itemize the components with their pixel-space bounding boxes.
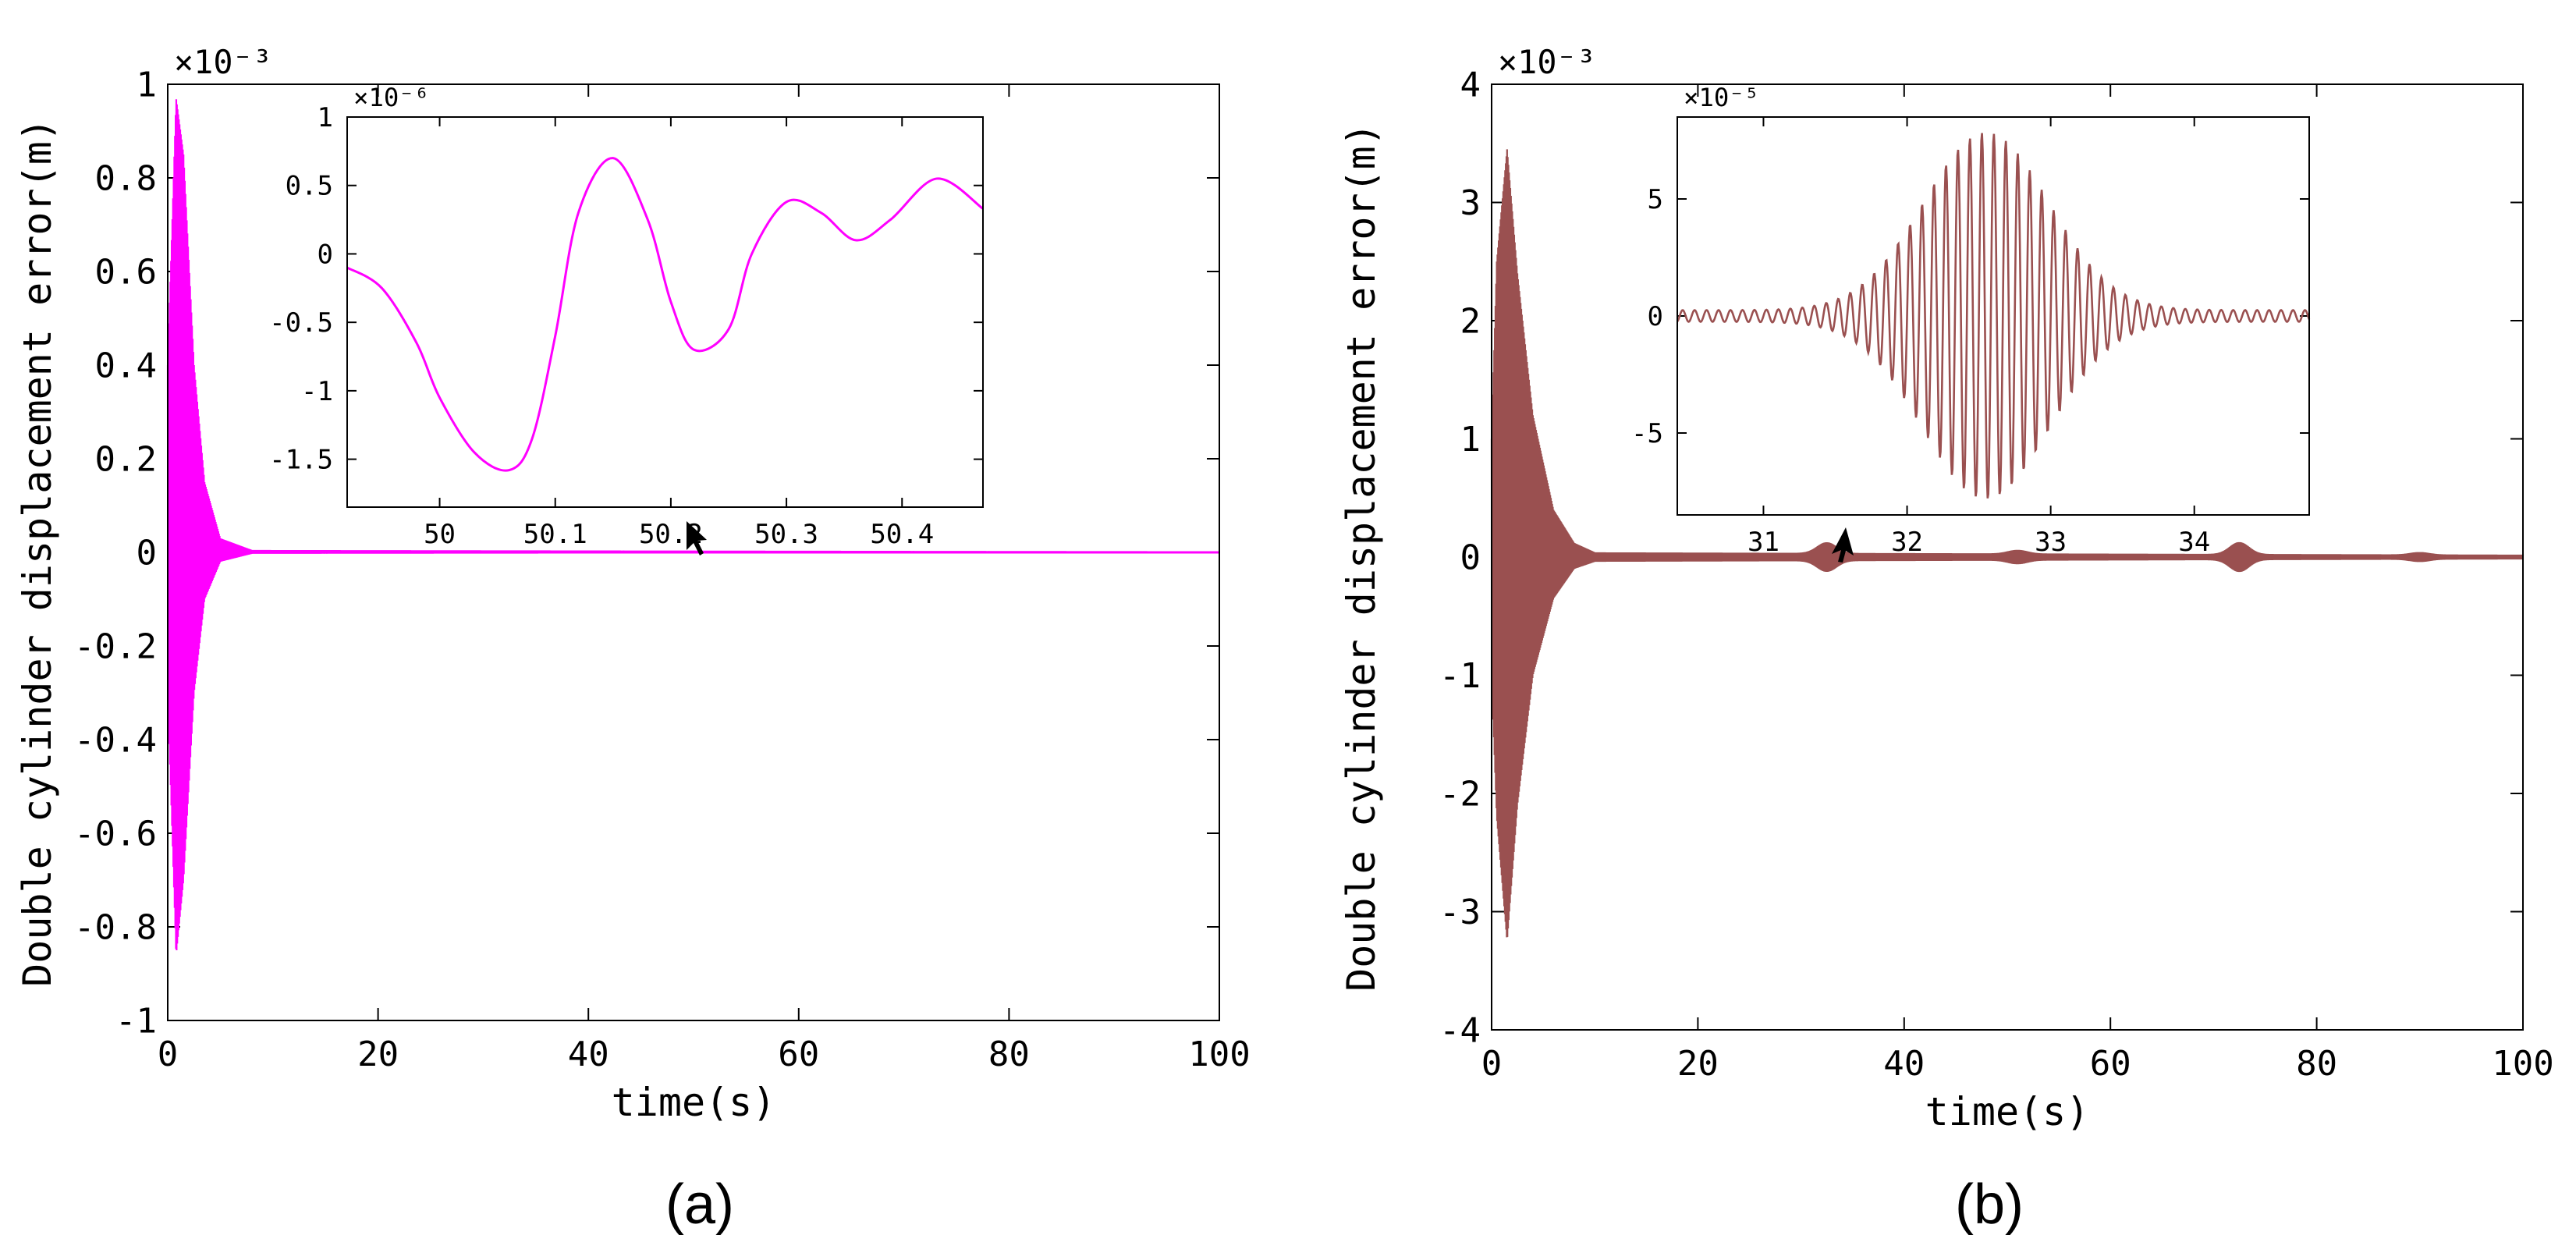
inset-exponent-label: ×10⁻⁶ [353,83,429,112]
y-tick-label: -0.6 [74,814,157,854]
y-tick-label: 0.8 [95,158,157,198]
inset-y-tick-label: 5 [1648,184,1663,215]
x-tick-label: 40 [1883,1044,1925,1084]
x-tick-label: 0 [158,1035,179,1074]
y-tick-label: 0.2 [95,439,157,479]
y-tick-label: 0.6 [95,252,157,292]
y-tick-label: -3 [1439,893,1481,932]
y-tick-label: -0.4 [74,720,157,760]
inset-frame-top [1677,116,2310,516]
inset-x-tick-label: 34 [2178,527,2210,558]
inset-x-tick-label: 50.1 [523,519,587,550]
y-tick-label: 0 [137,533,158,573]
y-axis-label: Double cylinder displacement error(m) [1339,122,1384,992]
inset-exponent-label: ×10⁻⁵ [1684,83,1759,112]
inset-y-tick-label: 1 [318,102,333,133]
inset-y-tick-label: -5 [1631,418,1663,449]
x-tick-label: 20 [1677,1044,1719,1084]
inset-plot-frame [346,116,984,508]
pointer-arrow [1832,527,1854,563]
inset-x-tick-label: 50.4 [870,519,934,550]
y-tick-label: -0.2 [74,626,157,666]
y-tick-label: 0 [1460,538,1481,577]
y-axis-label: Double cylinder displacement error(m) [15,118,60,987]
inset-y-tick-label: -1 [301,376,333,407]
pointer-arrow [687,521,707,555]
x-tick-label: 80 [2296,1044,2337,1084]
inset-x-tick-label: 33 [2035,527,2067,558]
x-tick-label: 0 [1481,1044,1503,1084]
inset-x-tick-label: 31 [1747,527,1779,558]
x-tick-label: 60 [778,1035,819,1074]
inset-x-tick-label: 50.3 [754,519,818,550]
y-tick-label: -2 [1439,774,1481,814]
plot-frame-top [167,83,1220,1021]
inset-y-tick-label: -0.5 [269,307,333,339]
inset-x-tick-label: 32 [1891,527,1923,558]
inset: 50 50.1 50.2 50.3 50.4-1.5-1-0.500.51×10⁻⁶ [269,83,984,550]
y-tick-label: -1 [1439,656,1481,696]
x-tick-label: 40 [568,1035,609,1074]
x-axis-label: time(s) [612,1080,776,1125]
x-tick-label: 20 [357,1035,399,1074]
y-tick-label: 2 [1460,301,1481,341]
y-tick-label: -4 [1439,1010,1481,1050]
exponent-label: ×10⁻³ [1498,43,1596,81]
y-tick-label: 3 [1460,183,1481,223]
inset-frame-top [346,116,984,508]
x-tick-label: 100 [2492,1044,2553,1084]
y-tick-label: 0.4 [95,346,157,385]
x-tick-label: 100 [1188,1035,1250,1074]
x-tick-label: 80 [988,1035,1030,1074]
panel-b: 0 20 40 60 80 100-4-3-2-101234×10⁻³time(s)Dou… [1339,43,2554,1134]
inset-x-tick-label: 50 [424,519,456,550]
inset-y-tick-label: 0 [318,239,333,270]
y-tick-label: 4 [1460,65,1481,105]
panel-a: 0 20 40 60 80 100 -1 -0.8 -0.6 -0.4 -0.2 0 0.2 0.4 0.6… [15,43,1251,1125]
inset-y-tick-label: -1.5 [269,444,333,475]
x-axis-label: time(s) [1925,1089,2090,1134]
inset-series-line [1676,133,2311,499]
caption-b: (b) [1955,1173,2024,1236]
x-tick-label: 60 [2090,1044,2131,1084]
exponent-label: ×10⁻³ [174,43,272,81]
inset-y-tick-label: 0.5 [286,171,333,202]
inset-y-tick-label: 0 [1648,301,1663,332]
y-tick-label: 1 [137,65,158,105]
y-tick-label: -0.8 [74,907,157,947]
plot-frame-top [1491,83,2524,1031]
y-tick-label: -1 [115,1001,157,1041]
caption-a: (a) [665,1173,734,1236]
inset: 31 32 33 34 -5 0 5 ×10⁻⁵ [1631,83,2311,558]
y-tick-label: 1 [1460,420,1481,460]
inset-series-line [346,157,984,472]
